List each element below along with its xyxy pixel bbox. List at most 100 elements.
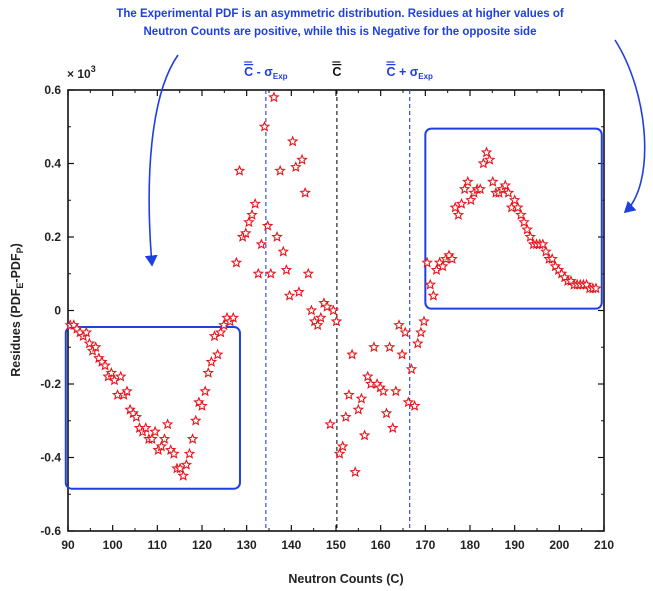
data-point	[336, 440, 349, 452]
data-point	[446, 253, 458, 264]
plot-area: 90 100 110 120 130 140 150 160 170 180 190 200 210 -0…	[40, 39, 646, 552]
data-point	[243, 216, 255, 228]
data-point	[296, 153, 308, 165]
x-tick-label: 160	[371, 538, 391, 552]
data-point	[252, 267, 265, 279]
data-point	[508, 194, 521, 206]
x-tick-label: 140	[281, 538, 301, 552]
x-tick-label: 110	[148, 538, 168, 552]
data-point	[474, 183, 487, 195]
data-point	[196, 400, 208, 411]
data-point	[330, 315, 343, 327]
data-point	[218, 319, 230, 331]
data-point	[286, 135, 299, 147]
data-point	[480, 146, 493, 158]
data-point	[499, 179, 512, 191]
data-point	[208, 330, 221, 342]
y-tick-label: 0.6	[44, 83, 61, 97]
data-point	[177, 469, 189, 481]
data-point	[114, 370, 127, 382]
data-point	[321, 300, 333, 312]
data-point	[358, 429, 371, 441]
reference-label-0: C - σExp	[244, 65, 287, 81]
data-point	[255, 238, 268, 250]
data-point	[393, 319, 405, 331]
data-point	[240, 227, 252, 239]
data-point	[215, 326, 227, 338]
x-tick-label: 200	[549, 538, 569, 552]
data-point	[333, 447, 346, 459]
data-point	[396, 348, 408, 360]
data-point	[230, 256, 243, 268]
x-tick-label: 120	[192, 538, 212, 552]
data-point	[80, 326, 93, 338]
data-point	[405, 363, 418, 375]
annotation-line-2: Neutron Counts are positive, while this …	[144, 26, 537, 38]
data-point	[283, 289, 296, 301]
data-point	[518, 216, 530, 228]
x-tick-label: 210	[594, 538, 614, 552]
data-point	[386, 422, 399, 433]
data-point	[515, 208, 527, 220]
data-point	[383, 341, 396, 353]
arrow-to-right-box	[614, 39, 646, 214]
data-point	[186, 433, 199, 445]
data-point	[408, 400, 421, 411]
data-point	[590, 282, 602, 294]
data-point	[202, 366, 214, 378]
data-point	[437, 260, 449, 272]
data-point	[249, 197, 261, 209]
data-point	[487, 175, 499, 187]
data-point	[290, 161, 302, 173]
data-point	[361, 370, 374, 382]
data-point	[277, 245, 290, 257]
reference-label-1: C	[332, 65, 341, 79]
arrow-to-left-box	[144, 54, 179, 267]
data-point	[299, 186, 311, 198]
data-point	[227, 311, 240, 323]
data-point	[415, 326, 427, 338]
data-point	[324, 418, 336, 430]
data-point	[161, 418, 174, 430]
data-point	[546, 253, 558, 264]
y-tick-label: -0.2	[40, 377, 61, 391]
data-point	[121, 385, 133, 397]
data-point	[149, 425, 161, 437]
data-point	[274, 164, 286, 176]
data-point	[512, 201, 524, 213]
data-point	[349, 466, 361, 478]
data-point	[174, 462, 186, 474]
data-point	[502, 186, 515, 198]
data-point	[302, 267, 315, 279]
data-point	[380, 407, 393, 419]
y-tick-label: -0.6	[40, 524, 61, 538]
data-point	[271, 230, 283, 242]
data-point	[540, 245, 552, 257]
x-tick-label: 90	[61, 538, 75, 552]
data-point	[465, 194, 477, 206]
data-point	[346, 348, 358, 360]
data-point	[180, 458, 193, 470]
y-tick-label: 0.4	[44, 157, 61, 171]
data-point	[352, 403, 365, 415]
data-point	[83, 337, 96, 349]
data-point	[205, 355, 218, 367]
data-point	[268, 91, 280, 103]
data-point	[390, 385, 402, 397]
data-point	[155, 440, 168, 452]
data-point	[139, 422, 152, 433]
data-point	[311, 319, 324, 331]
data-point	[246, 208, 258, 220]
data-point	[537, 238, 549, 250]
data-point	[462, 175, 474, 187]
x-tick-label: 190	[505, 538, 525, 552]
data-point	[377, 385, 390, 397]
data-point	[315, 311, 327, 323]
data-point	[355, 392, 368, 404]
data-point	[521, 223, 533, 235]
data-point	[483, 153, 496, 165]
data-point	[477, 157, 490, 169]
x-tick-label: 100	[103, 538, 123, 552]
data-point	[265, 267, 277, 279]
